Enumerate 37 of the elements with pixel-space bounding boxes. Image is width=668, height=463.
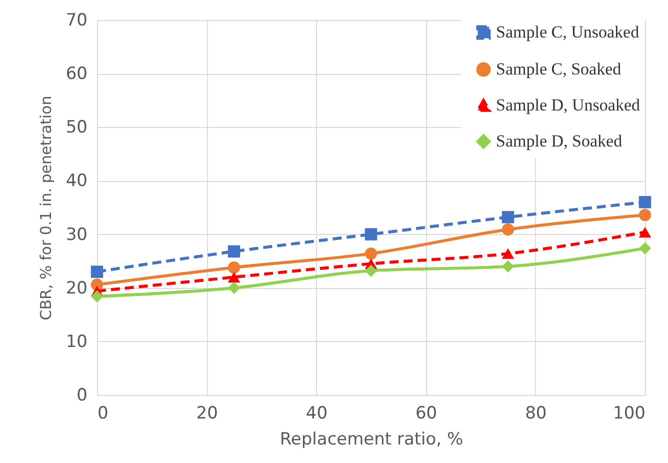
y-tick-label: 60	[66, 64, 88, 84]
y-tick-label: 10	[66, 332, 88, 352]
x-tick-label: 80	[525, 404, 547, 424]
point	[228, 245, 240, 258]
y-tick-label: 50	[66, 118, 88, 138]
x-tick-label: 100	[613, 404, 646, 424]
y-tick-label: 0	[76, 386, 88, 406]
legend-label: Sample C, Soaked	[496, 60, 622, 78]
point	[502, 260, 514, 273]
x-tick-label: 20	[196, 404, 218, 424]
x-tick-label: 60	[415, 404, 438, 424]
point	[638, 226, 652, 238]
point	[364, 228, 378, 240]
point	[638, 208, 652, 222]
legend-label: Sample D, Unsoaked	[496, 96, 640, 114]
legend-label: Sample D, Soaked	[496, 132, 623, 150]
x-tick-label: 40	[306, 404, 328, 424]
x-axis-title: Replacement ratio, %	[280, 430, 464, 450]
point	[364, 247, 378, 260]
y-tick-label: 70	[66, 10, 88, 30]
y-tick-label: 40	[66, 171, 88, 192]
point	[228, 261, 240, 274]
point	[364, 264, 378, 277]
point	[638, 242, 652, 254]
point	[502, 211, 514, 224]
point	[228, 272, 240, 282]
legend-label: Sample C, Unsoaked	[496, 22, 640, 42]
y-axis-title: CBR, % for 0.1 in. penetration	[36, 96, 55, 320]
point	[502, 223, 514, 236]
point	[502, 248, 514, 259]
x-tick-label: 0	[98, 404, 108, 424]
point	[90, 290, 104, 303]
y-tick-label: 30	[66, 224, 88, 245]
point	[90, 266, 104, 278]
point	[228, 282, 240, 294]
point	[638, 196, 652, 208]
y-tick-label: 20	[66, 278, 88, 298]
